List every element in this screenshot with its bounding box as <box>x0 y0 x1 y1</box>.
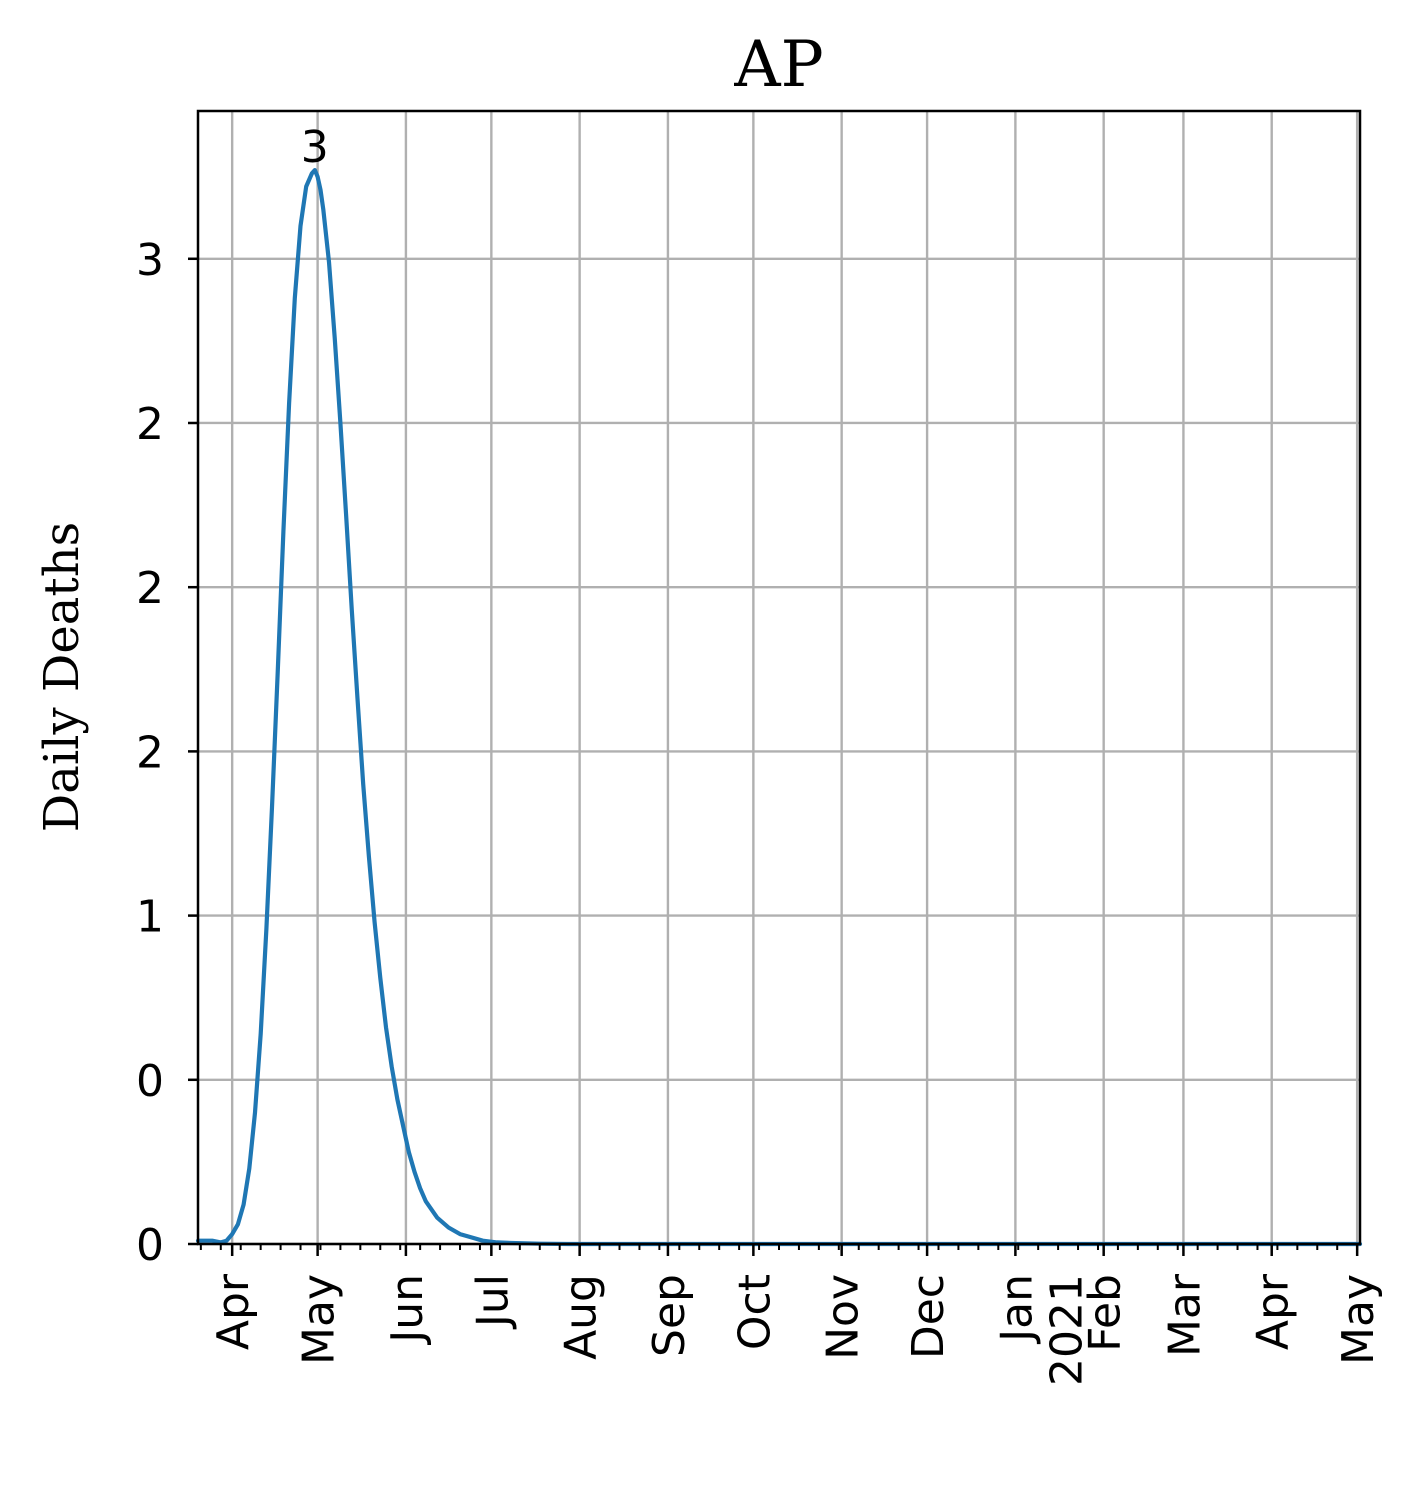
x-tick-label: Mar <box>1159 1273 1210 1357</box>
x-tick-label: Nov <box>818 1274 869 1360</box>
x-tick-label: 2021 <box>1041 1274 1092 1386</box>
y-tick-label: 0 <box>136 1056 164 1107</box>
x-tick-label: Feb <box>1080 1274 1131 1352</box>
grid-lines <box>198 111 1360 1246</box>
x-tick-label: May <box>1333 1274 1384 1365</box>
x-tick-label: Jun <box>382 1274 433 1346</box>
x-tick-label: Dec <box>903 1274 954 1359</box>
axis-labels: 0 0 1 2 2 2 3 Apr May Jun Jul Aug Sep Oct Nov Dec Jan 202… <box>136 122 1384 1386</box>
y-tick-label: 0 <box>136 1220 164 1271</box>
y-tick-label: 1 <box>136 892 164 943</box>
plot-frame <box>196 109 1362 1246</box>
y-tick-label: 2 <box>136 727 164 778</box>
y-axis-label: Daily Deaths <box>34 522 90 833</box>
y-tick-label: 2 <box>136 399 164 450</box>
x-tick-label: Sep <box>644 1274 695 1357</box>
x-tick-label: Jul <box>467 1274 518 1330</box>
x-tick-label: Apr <box>208 1273 259 1350</box>
chart-title: AP <box>733 28 823 102</box>
x-tick-label: Oct <box>729 1274 780 1350</box>
x-tick-label: Apr <box>1248 1273 1299 1350</box>
y-tick-label: 3 <box>136 235 164 286</box>
peak-value-label: 3 <box>301 122 329 173</box>
x-tick-label: Aug <box>556 1274 607 1360</box>
y-tick-label: 2 <box>136 563 164 614</box>
axis-ticks <box>188 257 1359 1256</box>
daily-deaths-line <box>195 168 1363 1247</box>
series-layer <box>195 168 1363 1247</box>
x-tick-label: Jan <box>991 1274 1042 1345</box>
x-tick-label: May <box>294 1274 345 1365</box>
